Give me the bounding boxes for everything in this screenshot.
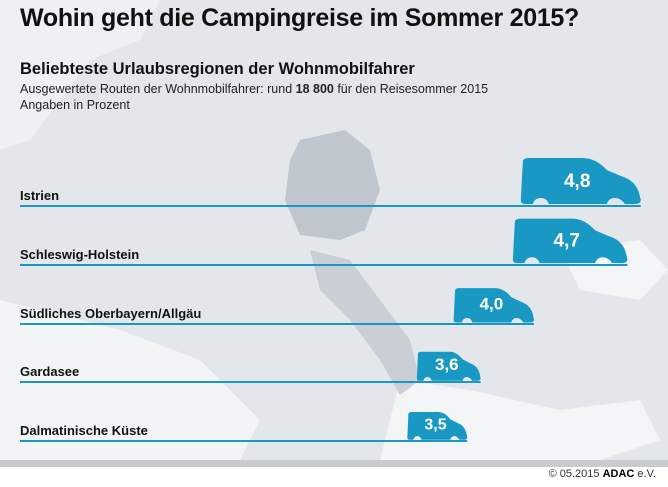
value-label: 3,5 [424, 416, 446, 433]
camper-van-bar [416, 351, 481, 381]
category-label: Südliches Oberbayern/Allgäu [20, 306, 202, 321]
category-label: Dalmatinische Küste [20, 423, 148, 438]
bar-line [20, 205, 641, 207]
footer-credit: © 05.2015 ADAC e.V. [549, 468, 656, 480]
value-label: 4,8 [564, 171, 590, 192]
bar-line [20, 264, 628, 266]
source-note: Ausgewertete Routen der Wohnmobilfahrer:… [20, 82, 488, 96]
camper-van-bar [512, 218, 628, 264]
camper-van-bar [453, 288, 534, 323]
value-label: 3,6 [435, 355, 459, 374]
note-bold: 18 800 [295, 82, 334, 96]
brand-suffix: e.V. [634, 468, 656, 480]
bottom-band [0, 460, 668, 467]
chart-subtitle: Beliebteste Urlaubsregionen der Wohnmobi… [20, 60, 415, 78]
note-suffix: für den Reisesommer 2015 [333, 82, 489, 96]
camper-van-bar [520, 158, 641, 204]
category-label: Schleswig-Holstein [20, 247, 140, 262]
value-label: 4,0 [480, 295, 504, 314]
bar-line [20, 381, 481, 383]
camper-van-bar [407, 412, 468, 440]
germany-shape [285, 130, 380, 240]
bar-line [20, 440, 468, 442]
unit-note: Angaben in Prozent [20, 98, 130, 112]
page-title: Wohin geht die Campingreise im Sommer 20… [20, 4, 579, 32]
brand-adac: ADAC [602, 468, 635, 480]
category-label: Gardasee [20, 364, 80, 379]
category-label: Istrien [20, 188, 60, 203]
bar-line [20, 323, 534, 325]
note-prefix: Ausgewertete Routen der Wohnmobilfahrer:… [20, 82, 296, 96]
italy-shape [310, 250, 420, 395]
value-label: 4,7 [554, 230, 580, 251]
copyright: © 05.2015 [548, 468, 603, 480]
